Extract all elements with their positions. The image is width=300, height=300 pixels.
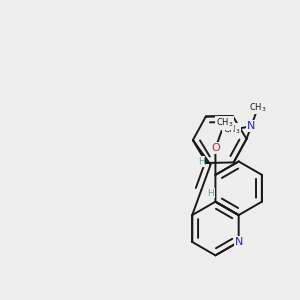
Text: N: N (247, 121, 255, 131)
Text: N: N (235, 237, 243, 247)
Text: O: O (211, 143, 220, 153)
Text: CH$_3$: CH$_3$ (249, 101, 267, 114)
Text: CH$_3$: CH$_3$ (223, 124, 240, 136)
Text: CH$_3$: CH$_3$ (216, 117, 233, 129)
Text: H: H (198, 157, 205, 166)
Text: H: H (207, 189, 214, 198)
